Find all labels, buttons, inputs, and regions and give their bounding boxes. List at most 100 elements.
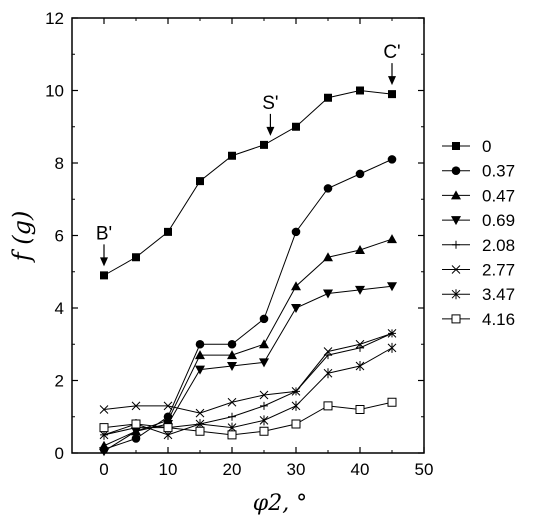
data-point: [227, 397, 237, 407]
data-point: [292, 122, 300, 131]
x-tick-label: 30: [287, 460, 306, 479]
legend-label: 0.69: [482, 211, 515, 230]
data-point: [259, 358, 269, 368]
data-point: [99, 405, 109, 414]
data-point: [227, 362, 237, 371]
plot-frame: [71, 17, 425, 454]
series-0: [100, 86, 396, 280]
annotation-arrow-head: [266, 126, 275, 136]
legend-label: 2.77: [482, 261, 515, 280]
data-point: [355, 339, 365, 349]
legend-item: 0.47: [442, 186, 515, 205]
annotation-label: S': [262, 93, 278, 114]
x-tick-label: 0: [99, 460, 108, 479]
annotation-arrow-head: [100, 257, 108, 267]
legend-item: 0.37: [442, 162, 515, 181]
series-0_69: [99, 282, 397, 457]
data-point: [259, 415, 269, 426]
series-4_16: [99, 397, 397, 440]
data-point: [131, 427, 141, 437]
legend-item: 0.69: [442, 211, 515, 230]
data-point: [227, 350, 237, 360]
data-point: [291, 387, 301, 396]
data-point: [291, 304, 301, 313]
data-point: [99, 447, 109, 457]
data-point: [356, 343, 364, 352]
data-point: [323, 347, 333, 356]
y-tick-label: 12: [45, 9, 64, 28]
data-point: [227, 430, 237, 440]
data-point: [227, 339, 237, 349]
data-point: [356, 86, 364, 95]
series-layer: [99, 86, 397, 457]
data-point: [323, 401, 333, 411]
data-point: [195, 339, 205, 349]
data-point: [291, 281, 301, 291]
data-point: [323, 368, 333, 379]
data-point: [291, 227, 301, 237]
data-point: [355, 245, 365, 254]
data-point: [323, 252, 333, 262]
y-tick-label: 10: [45, 82, 64, 101]
data-point: [228, 412, 236, 421]
x-axis-label: φ2, °: [253, 491, 307, 516]
y-tick-label: 8: [55, 154, 64, 173]
y-tick-label: 2: [55, 372, 64, 391]
data-point: [387, 329, 397, 338]
data-point: [387, 342, 397, 353]
legend-label: 2.08: [482, 236, 515, 255]
data-point: [163, 401, 173, 411]
data-point: [291, 419, 301, 429]
annotation-label: B': [96, 223, 112, 244]
data-point: [387, 234, 397, 244]
series-line: [103, 89, 393, 276]
legend-label: 0.37: [482, 162, 515, 181]
data-point: [228, 151, 236, 160]
data-point: [355, 361, 365, 371]
series-line: [103, 238, 393, 447]
data-point: [388, 90, 396, 99]
data-point: [196, 177, 204, 186]
y-axis-label: f (g): [8, 211, 36, 264]
series-line: [103, 401, 393, 436]
series-line: [103, 332, 393, 436]
plot-axes: 0 10 20 30 40 50 0 2 4 6 8 10 12: [45, 9, 433, 479]
series-0_47: [99, 234, 397, 450]
annotation-label: C': [383, 42, 400, 63]
y-tick-label: 6: [55, 227, 64, 246]
x-tick-label: 50: [415, 460, 434, 479]
data-point: [259, 339, 269, 349]
legend-marker: [452, 240, 460, 249]
data-point: [259, 314, 269, 324]
annotation-B-prime: B': [96, 223, 112, 267]
annotation-arrow-head: [388, 76, 396, 86]
data-point: [195, 350, 205, 360]
legend-label: 4.16: [482, 310, 515, 329]
data-point: [260, 401, 268, 410]
annotation-S-prime: S': [262, 93, 279, 136]
data-point: [99, 423, 109, 433]
data-point: [131, 434, 141, 443]
series-line: [103, 347, 393, 436]
data-point: [387, 282, 397, 292]
legend-item: 2.77: [442, 261, 515, 280]
legend-label: 0.47: [482, 186, 515, 205]
legend-item: 3.47: [442, 285, 515, 304]
x-tick-label: 10: [159, 460, 178, 479]
data-point: [195, 426, 205, 436]
data-point: [323, 184, 333, 193]
series-2_77: [99, 329, 397, 418]
data-point: [355, 169, 365, 179]
data-point: [260, 140, 268, 149]
annotation-C-prime: C': [383, 42, 401, 86]
legend-marker: [451, 190, 461, 200]
data-point: [324, 93, 332, 102]
y-tick-label: 0: [55, 444, 64, 463]
data-point: [259, 390, 269, 400]
data-point: [132, 253, 140, 262]
data-point: [131, 419, 141, 429]
y-tick-label: 4: [55, 299, 64, 318]
data-point: [259, 426, 269, 436]
data-point: [387, 397, 397, 407]
